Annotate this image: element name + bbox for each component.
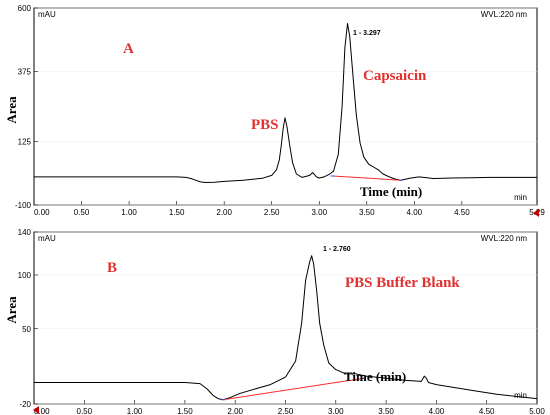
panel-b: 0.00 0.50 1.00 1.50 2.00 2.50 3.00 3.50 4.00 4.50…	[4, 228, 545, 415]
panel-a: 0.00 0.50 1.00 1.50 2.00 2.50 3.00 3.50 4.00 4.50…	[4, 4, 545, 217]
panel-b-x-tick-label: 1.00	[127, 407, 143, 415]
panel-a-x-tick-label: 4.00	[407, 208, 423, 217]
panel-b-y-tick-label: 140	[18, 228, 32, 237]
panel-b-scroll-marker-icon	[33, 406, 39, 414]
capsaicin-peak-label: Capsaicin	[363, 68, 427, 84]
panel-b-x-tick-label: 3.00	[328, 407, 344, 415]
pbs-buffer-blank-label: PBS Buffer Blank	[345, 275, 460, 291]
panel-a-x-unit: min	[514, 193, 527, 202]
panel-b-y-tick-label: 100	[18, 271, 32, 280]
panel-a-x-tick-label: 3.00	[311, 208, 327, 217]
panel-a-x-tick-label: 2.00	[216, 208, 232, 217]
panel-b-x-tick-label: 4.00	[429, 407, 445, 415]
panel-a-x-tick-label: 1.50	[169, 208, 185, 217]
panel-a-detector-label: WVL:220 nm	[481, 10, 528, 19]
panel-a-trace	[34, 23, 537, 183]
panel-a-x-tick-label: 3.50	[359, 208, 375, 217]
panel-b-x-tick-label: 1.50	[177, 407, 193, 415]
panel-a-x-tick-label: 0.50	[74, 208, 90, 217]
panel-b-letter: B	[107, 260, 117, 276]
panel-b-trace	[34, 255, 538, 401]
panel-b-y-axis-label: Area	[4, 296, 19, 324]
panel-b-x-tick-label: 2.50	[278, 407, 294, 415]
panel-a-y-tick-label: 600	[18, 4, 32, 13]
panel-b-integration-baseline	[223, 377, 365, 401]
panel-b-x-tick-label: 3.50	[378, 407, 394, 415]
panel-b-x-tick-label: 2.00	[227, 407, 243, 415]
panel-a-integration-baseline	[332, 175, 402, 181]
panel-b-unit-label: mAU	[38, 234, 56, 243]
panel-b-frame	[33, 231, 538, 405]
pbs-peak-label: PBS	[251, 117, 279, 133]
panel-a-x-tick-label: 2.50	[264, 208, 280, 217]
panel-a-y-tick-label: 125	[18, 138, 32, 147]
panel-a-x-tick-label: 0.00	[34, 208, 50, 217]
panel-b-y-tick-label: 50	[22, 325, 31, 334]
panel-a-x-tick-label: 1.00	[121, 208, 137, 217]
panel-a-y-tick-label: 375	[18, 67, 32, 76]
panel-b-x-tick-label: 4.50	[479, 407, 495, 415]
panel-b-x-unit: min	[514, 391, 527, 400]
panel-a-y-tick-label: -100	[15, 201, 32, 210]
panel-b-detector-label: WVL:220 nm	[481, 234, 528, 243]
panel-b-x-tick-label: 0.50	[77, 407, 93, 415]
panel-b-peak-retention-label: 1 - 2.760	[323, 246, 351, 253]
panel-a-x-tick-label: 4.50	[454, 208, 470, 217]
panel-a-y-axis-label: Area	[4, 96, 19, 124]
panel-a-unit-label: mAU	[38, 10, 56, 19]
panel-a-time-label: Time (min)	[360, 184, 422, 199]
panel-a-letter: A	[123, 41, 134, 57]
panel-b-x-tick-label: 0.00	[34, 407, 50, 415]
panel-a-scroll-marker-icon	[533, 209, 539, 217]
panel-b-time-label: Time (min)	[344, 369, 406, 384]
panel-b-x-tick-label: 5.00	[529, 407, 545, 415]
panel-a-frame	[33, 7, 538, 206]
panel-b-y-tick-label: -20	[19, 400, 31, 409]
panel-a-peak-retention-label: 1 - 3.297	[353, 30, 381, 37]
